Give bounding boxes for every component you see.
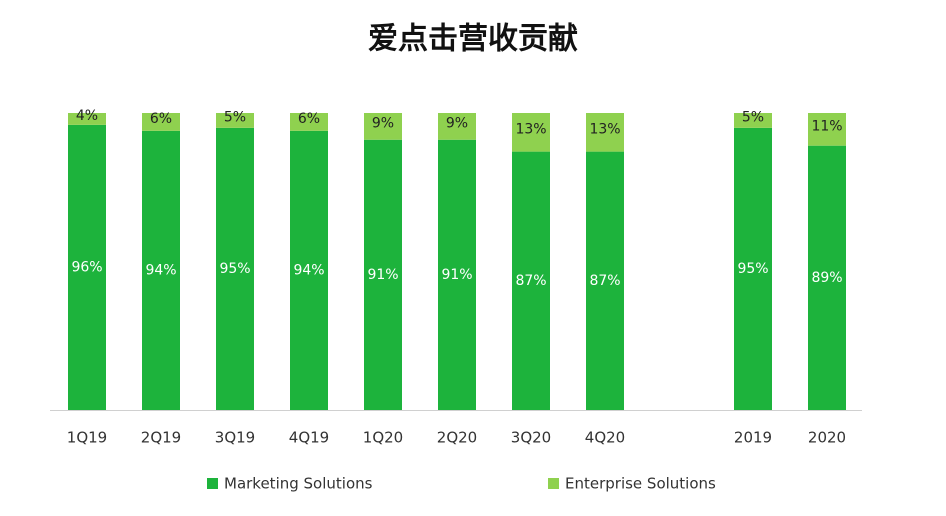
x-tick-label: 2Q20 (437, 429, 477, 447)
legend-label: Marketing Solutions (224, 475, 373, 493)
bar-segment (216, 113, 254, 128)
value-label: 9% (446, 115, 468, 131)
bar-segment (438, 113, 476, 140)
value-label: 11% (811, 118, 842, 134)
x-tick-label: 1Q19 (67, 429, 107, 447)
value-label: 5% (742, 109, 764, 125)
value-label: 4% (76, 108, 98, 124)
value-label: 87% (589, 273, 620, 289)
bar-segment (808, 113, 846, 146)
bar-segment (68, 113, 106, 125)
bar-segment (290, 130, 328, 410)
value-label: 95% (737, 261, 768, 277)
x-tick-label: 3Q20 (511, 429, 551, 447)
bar-segment (438, 139, 476, 411)
bar-segment (808, 145, 846, 411)
bar-segment (68, 124, 106, 410)
x-tick-label: 2Q19 (141, 429, 181, 447)
legend-swatch (207, 478, 218, 489)
value-label: 89% (811, 270, 842, 286)
legend-swatch (548, 478, 559, 489)
bar-segment (142, 113, 180, 131)
value-label: 6% (150, 111, 172, 127)
value-label: 91% (367, 267, 398, 283)
bar-segment (586, 151, 624, 411)
bar-segment (512, 151, 550, 411)
bar-segment (512, 113, 550, 152)
bar-segment (290, 113, 328, 131)
bar-segment (216, 127, 254, 410)
x-tick-label: 1Q20 (363, 429, 403, 447)
legend-label: Enterprise Solutions (565, 475, 716, 493)
value-label: 13% (589, 121, 620, 137)
x-tick-label: 2019 (734, 429, 772, 447)
bar-segment (142, 130, 180, 410)
value-label: 6% (298, 111, 320, 127)
value-label: 96% (71, 259, 102, 275)
value-label: 94% (293, 262, 324, 278)
x-tick-label: 2020 (808, 429, 846, 447)
x-tick-label: 4Q20 (585, 429, 625, 447)
x-tick-label: 4Q19 (289, 429, 329, 447)
value-label: 95% (219, 261, 250, 277)
bar-segment (734, 127, 772, 410)
bar-segment (734, 113, 772, 128)
value-label: 13% (515, 121, 546, 137)
value-label: 94% (145, 262, 176, 278)
bar-segment (364, 113, 402, 140)
x-tick-label: 3Q19 (215, 429, 255, 447)
value-label: 5% (224, 109, 246, 125)
chart-title: 爱点击营收贡献 (368, 22, 578, 57)
value-label: 9% (372, 115, 394, 131)
value-label: 91% (441, 267, 472, 283)
bar-segment (586, 113, 624, 152)
bar-segment (364, 139, 402, 411)
value-label: 87% (515, 273, 546, 289)
